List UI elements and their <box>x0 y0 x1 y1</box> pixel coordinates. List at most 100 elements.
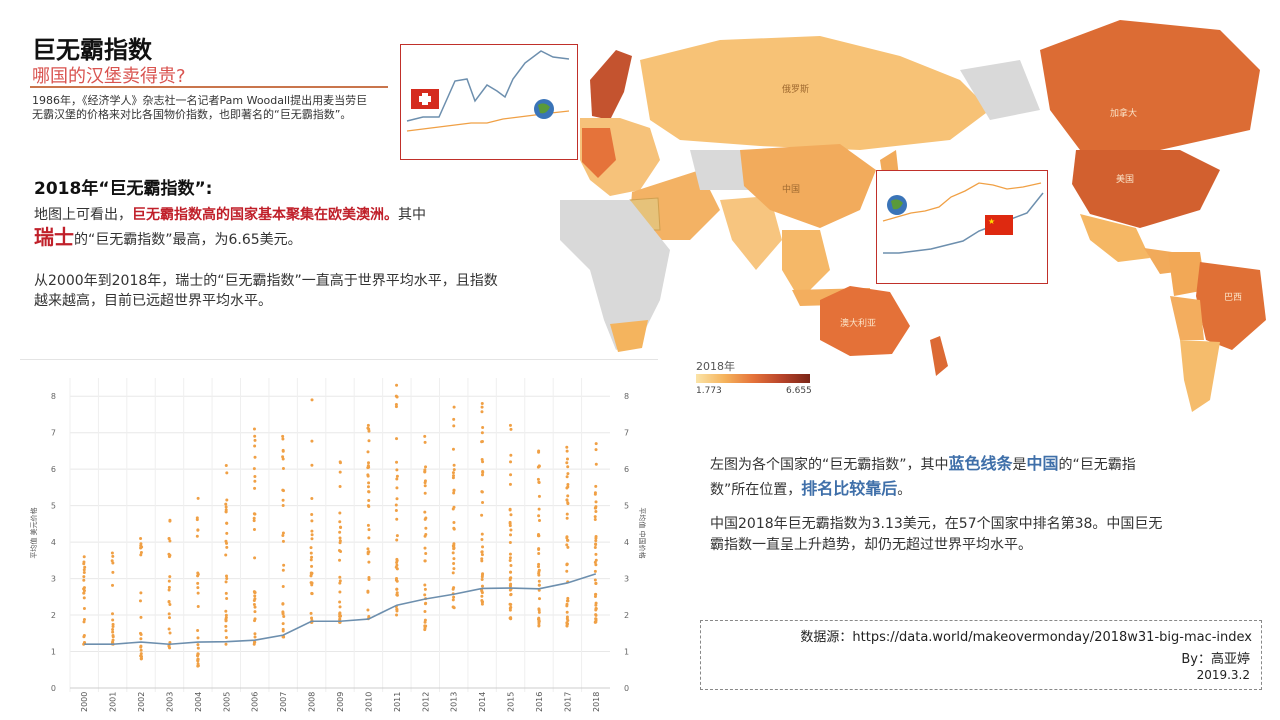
scatter-point <box>394 509 398 513</box>
scatter-point <box>565 457 569 461</box>
scatter-point <box>423 491 427 495</box>
scatter-point <box>566 472 570 476</box>
p1-post: 其中 <box>398 207 426 223</box>
scatter-point <box>282 563 286 567</box>
map-region-argentina <box>1180 340 1220 412</box>
y-tick-right: 4 <box>624 538 629 547</box>
scatter-point <box>366 423 370 427</box>
scatter-point <box>367 490 371 494</box>
scatter-point <box>566 545 570 549</box>
scatter-point <box>594 613 598 617</box>
scatter-point <box>423 440 427 444</box>
scatter-point <box>594 509 598 513</box>
scatter-point <box>424 465 428 469</box>
scatter-point <box>536 534 540 538</box>
scatter-point <box>451 447 455 451</box>
scatter-point <box>565 449 569 453</box>
scatter-point <box>167 588 171 592</box>
intro-text: 1986年，《经济学人》杂志社一名记者Pam Woodall提出用麦当劳巨无霸汉… <box>32 94 368 121</box>
scatter-point <box>565 543 569 547</box>
scatter-point <box>195 516 199 520</box>
scatter-point <box>281 539 285 543</box>
scatter-point <box>366 473 370 477</box>
map-label-usa: 美国 <box>1116 173 1134 185</box>
scatter-point <box>537 450 541 454</box>
scatter-point <box>196 662 200 666</box>
scatter-point <box>281 602 285 606</box>
scatter-point <box>110 551 114 555</box>
scatter-point <box>451 471 455 475</box>
scatter-point <box>509 582 513 586</box>
y-tick-left: 7 <box>51 429 56 438</box>
scatter-point <box>310 564 314 568</box>
x-tick-label: 2013 <box>450 692 459 712</box>
scatter-point <box>195 534 199 538</box>
scatter-point <box>480 405 484 409</box>
scatter-point <box>395 486 399 490</box>
scatter-point <box>537 518 541 522</box>
scatter-point <box>224 629 228 633</box>
scatter-point <box>138 631 142 635</box>
scatter-point <box>537 583 541 587</box>
scatter-point <box>508 606 512 610</box>
scatter-point <box>565 516 569 520</box>
y-tick-right: 3 <box>624 575 629 584</box>
scatter-point <box>310 512 314 516</box>
scatter-point <box>253 438 257 442</box>
scatter-point <box>253 455 257 459</box>
scatter-point <box>395 613 399 617</box>
scatter-point <box>452 463 456 467</box>
scatter-point <box>452 491 456 495</box>
scatter-point <box>338 614 342 618</box>
scatter-point <box>225 596 229 600</box>
scatter-point <box>452 417 456 421</box>
scatter-point <box>452 544 456 548</box>
scatter-point <box>452 546 456 550</box>
scatter-point <box>111 583 115 587</box>
scatter-point <box>509 593 513 597</box>
scatter-point <box>196 496 200 500</box>
scatter-point <box>565 445 569 449</box>
y-tick-right: 6 <box>624 465 629 474</box>
scatter-point <box>224 624 228 628</box>
scatter-point <box>281 504 285 508</box>
scatter-point <box>480 537 484 541</box>
scatter-point <box>394 578 398 582</box>
scatter-point <box>480 577 484 581</box>
data-source: 数据源：https://data.world/makeovermonday/20… <box>800 630 1252 645</box>
scatter-point <box>593 560 597 564</box>
scatter-point <box>509 513 513 517</box>
scatter-point <box>167 600 171 604</box>
scatter-point <box>310 533 314 537</box>
scatter-point <box>537 548 541 552</box>
scatter-point <box>451 507 455 511</box>
y-tick-right: 5 <box>624 502 629 511</box>
scatter-point <box>423 481 427 485</box>
china-flag-star: ★ <box>988 217 995 226</box>
scatter-point <box>395 607 399 611</box>
map-label-china: 中国 <box>782 183 800 195</box>
scatter-point <box>167 585 171 589</box>
scatter-point <box>508 423 512 427</box>
scatter-point <box>139 654 143 658</box>
scatter-point <box>111 635 115 639</box>
inset-china-chart: ★ <box>876 170 1048 284</box>
scatter-point <box>138 599 142 603</box>
y-tick-left: 6 <box>51 465 56 474</box>
scatter-point <box>111 627 115 631</box>
scatter-point <box>508 482 512 486</box>
map-region-central-asia <box>690 150 750 190</box>
t1-china: 中国 <box>1026 454 1059 473</box>
scatter-point <box>82 620 86 624</box>
scatter-point <box>565 498 569 502</box>
scatter-point <box>423 534 427 538</box>
scatter-point <box>594 563 598 567</box>
scatter-point <box>167 644 171 648</box>
scatter-point <box>424 552 428 556</box>
scatter-point <box>225 577 229 581</box>
scatter-point <box>338 520 342 524</box>
scatter-point <box>310 497 314 501</box>
y-tick-right: 1 <box>624 648 629 657</box>
scatter-point <box>82 618 86 622</box>
scatter-point <box>508 576 512 580</box>
